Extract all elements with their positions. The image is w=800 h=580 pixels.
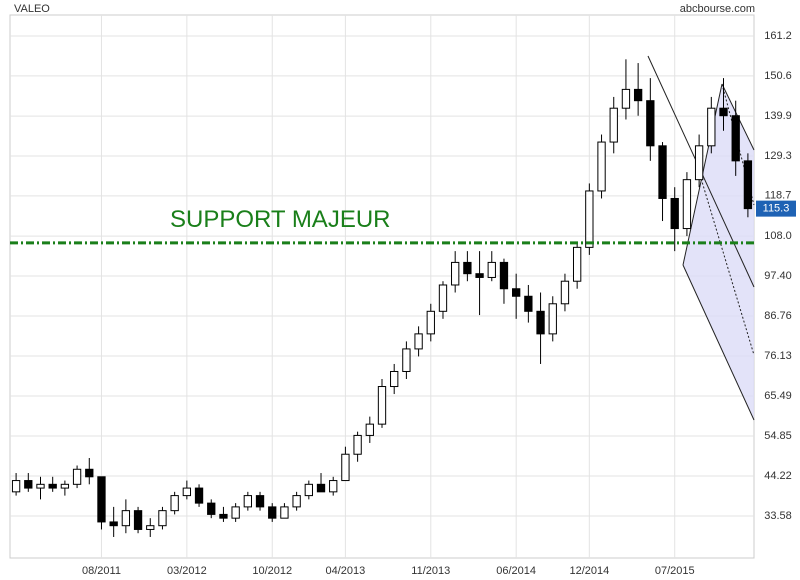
y-tick-label: 139.9: [764, 110, 792, 122]
candle-body: [231, 506, 240, 519]
candle-body: [451, 261, 460, 286]
x-tick-label: 03/2012: [167, 565, 207, 577]
candle-body: [109, 521, 118, 527]
candle-body: [219, 513, 228, 519]
y-tick-label: 44.22: [764, 470, 792, 482]
y-tick-label: 129.3: [764, 150, 792, 162]
x-tick-label: 08/2011: [82, 565, 121, 577]
candle-body: [170, 495, 179, 512]
x-tick-label: 12/2014: [569, 565, 609, 577]
candle-body: [682, 179, 692, 230]
candle-body: [280, 506, 289, 519]
y-tick-label: 108.0: [764, 230, 792, 242]
candle-body: [463, 261, 472, 275]
y-tick-label: 161.2: [764, 30, 792, 42]
candle-body: [658, 145, 667, 199]
candle-body: [731, 115, 740, 162]
candle-body: [743, 160, 753, 210]
candle-body: [512, 288, 521, 297]
y-tick-label: 150.6: [764, 70, 792, 82]
candle-body: [402, 348, 411, 372]
candle-body: [243, 495, 252, 508]
candle-body: [707, 107, 716, 147]
candle-body: [365, 423, 374, 436]
candle-body: [414, 333, 423, 350]
channel-fill: [683, 84, 754, 420]
candle-body: [158, 510, 167, 527]
candle-body: [438, 284, 448, 312]
candle-body: [560, 280, 570, 305]
y-tick-label: 54.85: [764, 430, 792, 442]
y-tick-label: 76.13: [764, 350, 792, 362]
x-tick-label: 07/2015: [655, 565, 695, 577]
candle-body: [329, 480, 338, 493]
grid: [10, 15, 754, 558]
candle-body: [182, 487, 192, 497]
candle-body: [426, 310, 435, 335]
candle-body: [621, 88, 631, 109]
candle-body: [292, 495, 301, 508]
channel-line: [682, 264, 755, 421]
candle-body: [548, 303, 557, 335]
source: abcbourse.com: [680, 3, 755, 15]
y-tick-label: 33.58: [764, 510, 792, 522]
plot-frame: [9, 14, 755, 559]
candle-body: [670, 197, 679, 230]
candle-body: [48, 483, 57, 489]
candle-body: [572, 246, 582, 282]
candle-body: [36, 483, 45, 489]
candle-body: [390, 370, 399, 388]
last-price-box: [756, 200, 796, 217]
candle-body: [633, 88, 643, 102]
pitchfork: [647, 55, 755, 421]
candle-body: [11, 480, 21, 493]
candle-body: [609, 107, 618, 143]
x-tick-label: 06/2014: [496, 565, 536, 577]
candle-body: [85, 468, 94, 478]
candle-body: [487, 261, 496, 278]
candle-body: [97, 476, 106, 523]
candle-body: [60, 483, 70, 489]
x-tick-label: 10/2012: [252, 565, 292, 577]
candle-body: [207, 502, 216, 515]
candle-body: [499, 261, 509, 290]
support-label: SUPPORT MAJEUR: [170, 206, 391, 233]
candle-body: [24, 480, 33, 489]
last-price-label: 115.3: [763, 203, 790, 215]
candle-body: [524, 295, 533, 312]
candle-body: [475, 273, 484, 278]
candle-body: [255, 495, 265, 508]
candle-body: [536, 310, 545, 335]
x-tick-label: 11/2013: [411, 565, 450, 577]
chart-title: VALEO: [14, 3, 50, 15]
candle-body: [694, 145, 704, 181]
candle-body: [146, 525, 155, 530]
candle-body: [268, 506, 277, 519]
y-tick-label: 97.40: [764, 270, 792, 282]
candle-body: [597, 141, 606, 192]
candle-body: [304, 483, 313, 497]
candle-body: [341, 453, 350, 482]
candle-body: [646, 100, 655, 147]
candle-body: [719, 107, 728, 117]
candle-body: [133, 510, 143, 530]
candle-body: [194, 487, 204, 504]
candle-body: [353, 434, 362, 455]
candle-body: [121, 510, 131, 527]
candle-body: [585, 190, 594, 248]
channel-median: [699, 174, 755, 356]
candle-body: [72, 468, 82, 485]
y-tick-label: 118.7: [765, 190, 792, 202]
candle-body: [377, 386, 387, 425]
x-tick-label: 04/2013: [326, 565, 366, 577]
y-tick-label: 65.49: [764, 390, 792, 402]
candle-body: [316, 483, 326, 493]
y-tick-label: 86.76: [764, 310, 792, 322]
